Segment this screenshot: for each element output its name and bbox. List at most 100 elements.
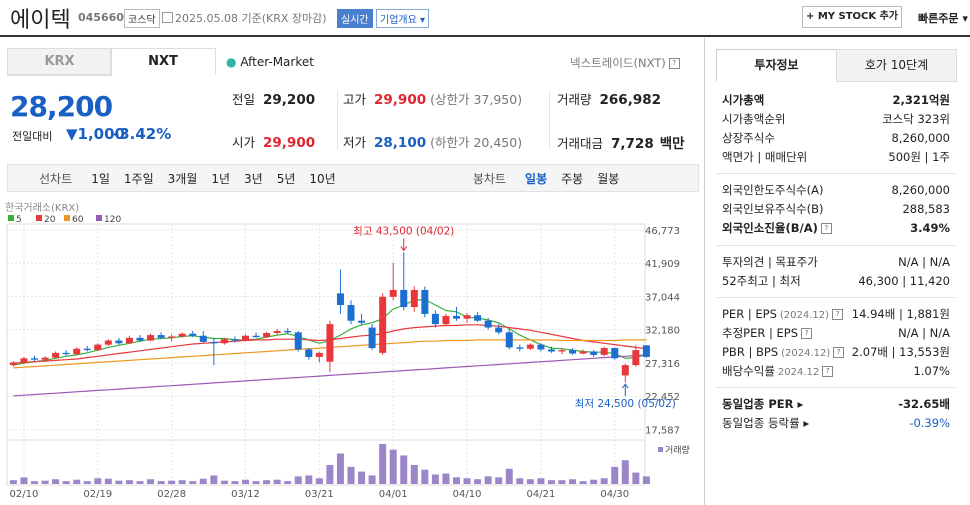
volume-bar [326, 464, 334, 484]
stat-value: 28,100 [374, 135, 427, 151]
nxt-link-text: 넥스트레이드(NXT) [570, 56, 666, 70]
candle-body [294, 332, 302, 350]
stat-value: 29,900 [263, 135, 316, 151]
period[interactable]: 1일 [91, 172, 110, 186]
candle-body [326, 324, 334, 362]
volume-bar [294, 476, 302, 484]
period[interactable]: 3개월 [167, 172, 198, 186]
volume-bar [52, 479, 60, 484]
y-tick-label: 37,044 [645, 292, 680, 303]
period-label: 봉차트 [472, 172, 506, 186]
info-row: PBR | BPS (2024.12)? 2.07배 | 13,553원 [722, 343, 950, 361]
candle-body [611, 348, 619, 359]
period[interactable]: 1년 [211, 172, 231, 186]
volume-bar [94, 478, 102, 484]
stat-note: (상한가 37,950) [430, 92, 523, 107]
candle-body [569, 350, 577, 354]
info-label: PBR | BPS [722, 345, 779, 359]
candle-body [305, 349, 313, 357]
volume-bar [474, 479, 482, 484]
volume-bar [20, 477, 28, 484]
volume-bar [453, 477, 460, 484]
info-label: 외국인한도주식수(A) [722, 183, 824, 197]
help-icon[interactable]: ? [833, 347, 845, 358]
stat-label: 거래량 [557, 92, 592, 107]
candle-body [62, 352, 70, 355]
info-row: 외국인보유주식수(B) 288,583 [722, 200, 950, 218]
stat-label: 전일 [232, 92, 256, 107]
info-label: 외국인소진율(B/A) [722, 221, 818, 235]
candle-body [168, 336, 176, 338]
candle-body [368, 327, 376, 349]
volume-bar [358, 471, 366, 484]
help-icon[interactable]: ? [820, 223, 832, 234]
legend-swatch [8, 215, 14, 221]
candle-body [20, 358, 28, 363]
volume-bar [537, 478, 545, 484]
candle-body [210, 341, 218, 344]
mystock-button[interactable]: + MY STOCK 추가 [802, 6, 902, 28]
candle-body [347, 305, 355, 321]
help-icon[interactable]: ? [832, 309, 844, 320]
candle-body [104, 340, 112, 345]
x-tick-label: 04/01 [379, 489, 408, 500]
period[interactable]: 월봉 [597, 172, 620, 186]
volume-bar [104, 478, 112, 484]
candle-body [136, 337, 144, 341]
volume-bar [231, 481, 239, 484]
volume-bar [168, 480, 176, 484]
info-row: 외국인소진율(B/A)? 3.49% [722, 219, 950, 237]
candle-body [336, 293, 344, 305]
candle-body [421, 289, 429, 314]
tab-active[interactable]: NXT [110, 48, 216, 75]
stat-value: 29,200 [263, 92, 316, 108]
stat-label: 고가 [343, 92, 367, 107]
info-row: 추정PER | EPS? N/A | N/A [722, 324, 950, 342]
divider [337, 90, 338, 150]
period-active[interactable]: 일봉 [525, 172, 548, 186]
candle-body [9, 362, 17, 366]
period-bar: 선차트 1일 1주일 3개월 1년 3년 5년 10년 봉차트 일봉 주봉 월봉 [7, 164, 699, 192]
divider [549, 90, 550, 150]
period[interactable]: 3년 [244, 172, 263, 186]
realtime-badge[interactable]: 실시간 [337, 9, 373, 28]
candle-body [379, 296, 387, 353]
help-icon[interactable]: ? [822, 366, 834, 377]
date: 2025.05.08 기준(KRX 장마감) [175, 12, 327, 25]
volume-bar [400, 455, 408, 484]
info-label: 배당수익률 [722, 364, 775, 378]
info-value: N/A | N/A [898, 326, 950, 340]
tab[interactable]: KRX [7, 48, 112, 76]
period[interactable]: 주봉 [561, 172, 584, 186]
x-tick-label: 04/10 [453, 489, 482, 500]
info-label: PER | EPS [722, 307, 777, 321]
volume-bar [73, 479, 81, 484]
period[interactable]: 1주일 [123, 172, 154, 186]
side-tab-active[interactable]: 투자정보 [716, 49, 837, 81]
info-value: 288,583 [902, 202, 950, 216]
nxt-link[interactable]: 넥스트레이드(NXT)? [570, 55, 680, 71]
x-tick-label: 03/12 [231, 489, 260, 500]
help-icon[interactable]: ? [801, 328, 813, 339]
candle-body [537, 344, 545, 350]
overview-button[interactable]: 기업개요 ▾ [376, 9, 430, 28]
candle-body [199, 335, 207, 342]
volume-bar [600, 478, 608, 484]
candle-body [242, 335, 249, 341]
candle-body [495, 327, 503, 333]
tab-rule [7, 74, 110, 75]
volume-bar [263, 480, 271, 484]
side-rule [716, 245, 955, 246]
side-rule [716, 297, 955, 298]
side-tab[interactable]: 호가 10단계 [836, 49, 957, 82]
quick-order[interactable]: 빠른주문 ▾ [918, 12, 968, 25]
after-market-text: After-Market [240, 55, 314, 69]
period[interactable]: 5년 [276, 172, 296, 186]
arrow-head [400, 246, 408, 252]
stat: 거래량 266,982 [557, 89, 661, 108]
volume-bar [305, 475, 313, 484]
candle-body [358, 320, 366, 323]
candle-body [505, 332, 513, 348]
period[interactable]: 10년 [309, 172, 336, 186]
info-label: 외국인보유주식수(B) [722, 202, 824, 216]
